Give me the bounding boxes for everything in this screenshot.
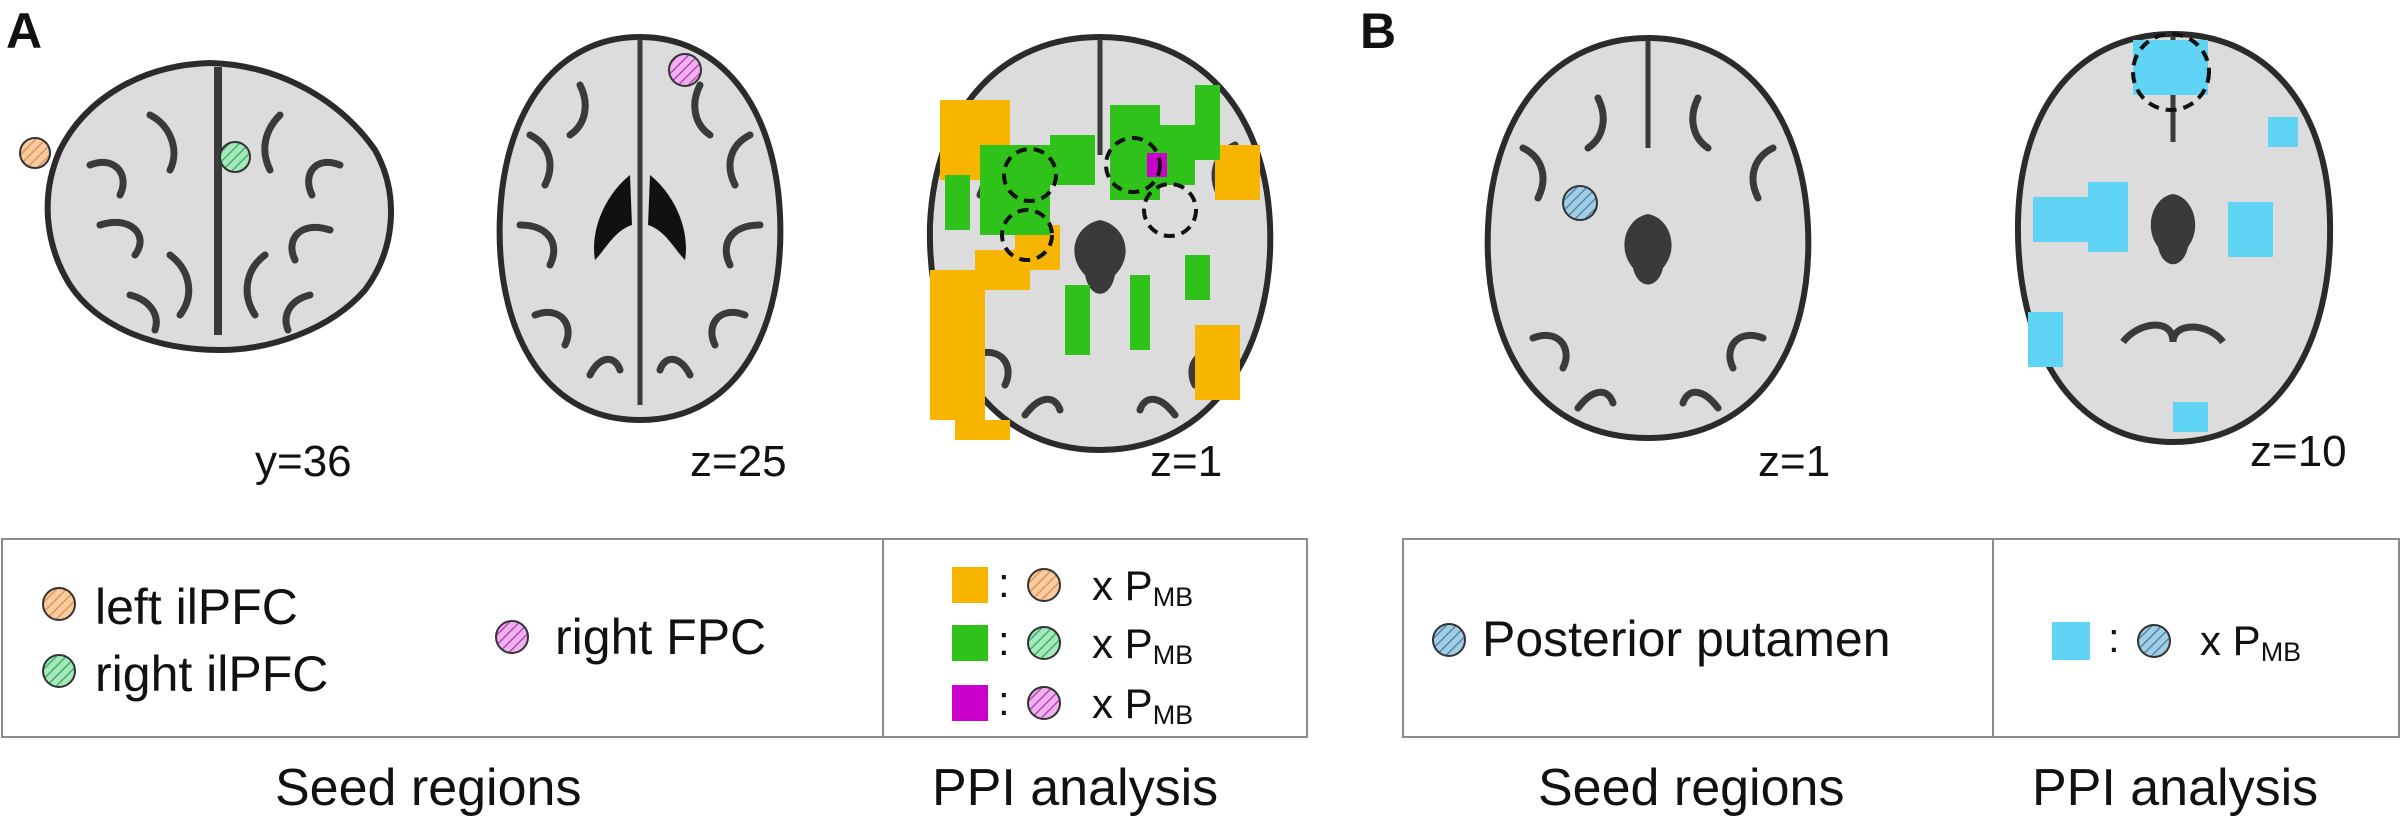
coronal-slice-image: [19, 59, 394, 354]
green-ppi-swatch: [952, 625, 988, 661]
left-ilpfc-seed-marker: [19, 137, 51, 169]
left-ilpfc-legend-icon: [1027, 568, 1061, 602]
green-activation-clusters: [945, 85, 1220, 355]
ppi-term: x PMB: [1092, 620, 1194, 670]
cyan-activation-clusters: [2028, 40, 2298, 432]
ppi-axial-slice-image: [926, 33, 1274, 454]
slice-coordinate-label: z=25: [690, 437, 787, 486]
right-ilpfc-legend-icon: [1027, 626, 1061, 660]
ppi-term: x PMB: [1092, 680, 1194, 730]
roi-circles: [1000, 136, 1198, 262]
slice-coordinate-label: z=1: [1150, 437, 1223, 486]
putamen-seed-slice-image: [1484, 34, 1812, 442]
right-fpc-seed-marker: [668, 53, 702, 87]
right-fpc-legend-icon: [1027, 686, 1061, 720]
right-fpc-legend-icon: [495, 620, 529, 654]
magenta-ppi-swatch: [952, 685, 988, 721]
putamen-ppi-slice-image: [2014, 30, 2334, 446]
orange-ppi-swatch: [952, 567, 988, 603]
slice-coordinate-label: z=10: [2250, 427, 2347, 476]
panel-a-letter: A: [6, 3, 43, 59]
seed-label-right-fpc: right FPC: [555, 609, 767, 665]
legend-divider: [882, 538, 884, 738]
posterior-putamen-legend-icon: [1432, 623, 1466, 657]
ppi-colon: :: [998, 617, 1010, 664]
panel-b-letter: B: [1360, 3, 1397, 59]
posterior-putamen-legend-icon: [2137, 624, 2171, 658]
ppi-colon: :: [998, 559, 1010, 606]
cyan-ppi-swatch: [2052, 622, 2090, 660]
slice-coordinate-label: z=1: [1758, 437, 1831, 486]
panel-a-legend: [1, 538, 1308, 738]
posterior-putamen-seed-marker: [1562, 185, 1598, 221]
ppi-colon: :: [998, 677, 1010, 724]
right-ilpfc-legend-icon: [42, 654, 76, 688]
magenta-activation-cluster: [1147, 153, 1167, 177]
ppi-term: x PMB: [2200, 617, 2302, 667]
left-ilpfc-legend-icon: [42, 587, 76, 621]
roi-circle: [2131, 32, 2211, 112]
seed-regions-caption: Seed regions: [1538, 759, 1845, 817]
right-ilpfc-seed-marker: [219, 141, 251, 173]
seed-regions-caption: Seed regions: [275, 759, 582, 817]
ppi-analysis-caption: PPI analysis: [932, 759, 1219, 817]
seed-label-left-ilpfc: left ilPFC: [95, 579, 298, 635]
ppi-analysis-caption: PPI analysis: [2032, 759, 2319, 817]
legend-divider: [1992, 538, 1994, 738]
seed-label-right-ilpfc: right ilPFC: [95, 646, 329, 702]
ppi-colon: :: [2108, 614, 2120, 661]
axial-slice-image: [496, 33, 784, 424]
seed-label-posterior-putamen: Posterior putamen: [1482, 611, 1891, 667]
slice-coordinate-label: y=36: [255, 437, 352, 486]
ppi-term: x PMB: [1092, 562, 1194, 612]
panel-b-legend: [1402, 538, 2400, 738]
